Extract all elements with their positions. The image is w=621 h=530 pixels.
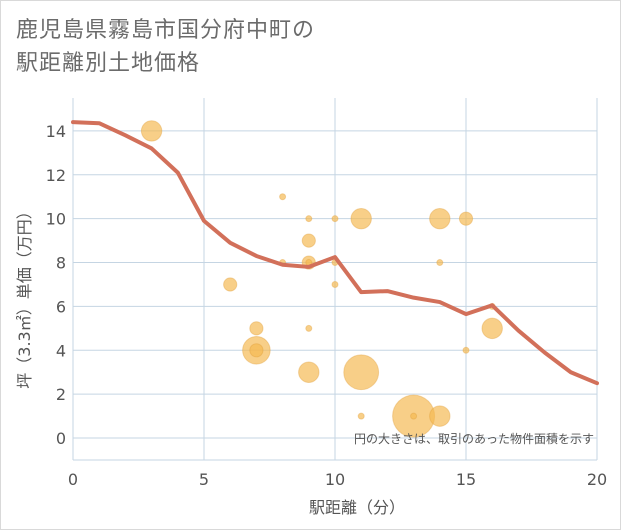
y-tick-label: 14 — [46, 122, 66, 141]
x-tick-label: 20 — [587, 470, 607, 489]
data-point-bubble — [462, 346, 470, 354]
data-point-bubble — [301, 233, 316, 248]
data-point-bubble — [279, 193, 287, 201]
data-point-bubble — [436, 259, 444, 267]
y-tick-label: 12 — [46, 166, 66, 185]
y-tick-label: 2 — [56, 385, 66, 404]
data-point-bubble — [410, 412, 418, 420]
data-point-bubble — [331, 215, 339, 223]
data-point-bubble — [481, 317, 503, 340]
bubble-size-note: 円の大きさは、取引のあった物件面積を示す — [354, 431, 594, 446]
chart-title: 鹿児島県霧島市国分府中町の 駅距離別土地価格 — [16, 14, 576, 80]
data-point-bubble — [305, 324, 313, 332]
x-tick-label: 10 — [325, 470, 345, 489]
y-tick-label: 4 — [56, 341, 66, 360]
data-point-bubble — [305, 215, 313, 223]
average-line-series — [71, 120, 599, 386]
chart-title-line-1: 鹿児島県霧島市国分府中町の — [16, 18, 316, 43]
x-tick-label: 15 — [456, 470, 476, 489]
chart-title-line-2: 駅距離別土地価格 — [16, 51, 201, 76]
data-point-bubble — [331, 280, 339, 288]
data-point-bubble — [140, 120, 163, 142]
x-tick-label: 5 — [199, 470, 209, 489]
bubble-series — [140, 120, 503, 438]
data-point-bubble — [429, 207, 451, 230]
data-point-bubble — [298, 361, 320, 383]
data-point-bubble — [429, 405, 451, 427]
data-point-bubble — [223, 277, 238, 292]
grid-lines — [72, 98, 598, 461]
data-point-bubble — [249, 343, 264, 358]
data-point-bubble — [458, 211, 474, 226]
y-tick-label: 6 — [56, 297, 66, 316]
y-tick-label: 10 — [46, 210, 66, 229]
axis-ticks: 0 5 10 15 20 0 2 4 6 8 10 12 14 — [46, 122, 608, 489]
x-tick-label: 0 — [68, 470, 78, 489]
y-axis-label: 坪（3.3㎡）単価（万円） — [15, 203, 34, 388]
data-point-bubble — [343, 354, 380, 391]
y-tick-label: 8 — [56, 254, 66, 273]
x-axis-label: 駅距離（分） — [309, 498, 405, 517]
data-point-bubble — [249, 321, 264, 336]
data-point-bubble — [350, 207, 372, 230]
average-price-line — [71, 120, 599, 386]
data-point-bubble — [357, 412, 365, 420]
y-tick-label: 0 — [56, 429, 66, 448]
